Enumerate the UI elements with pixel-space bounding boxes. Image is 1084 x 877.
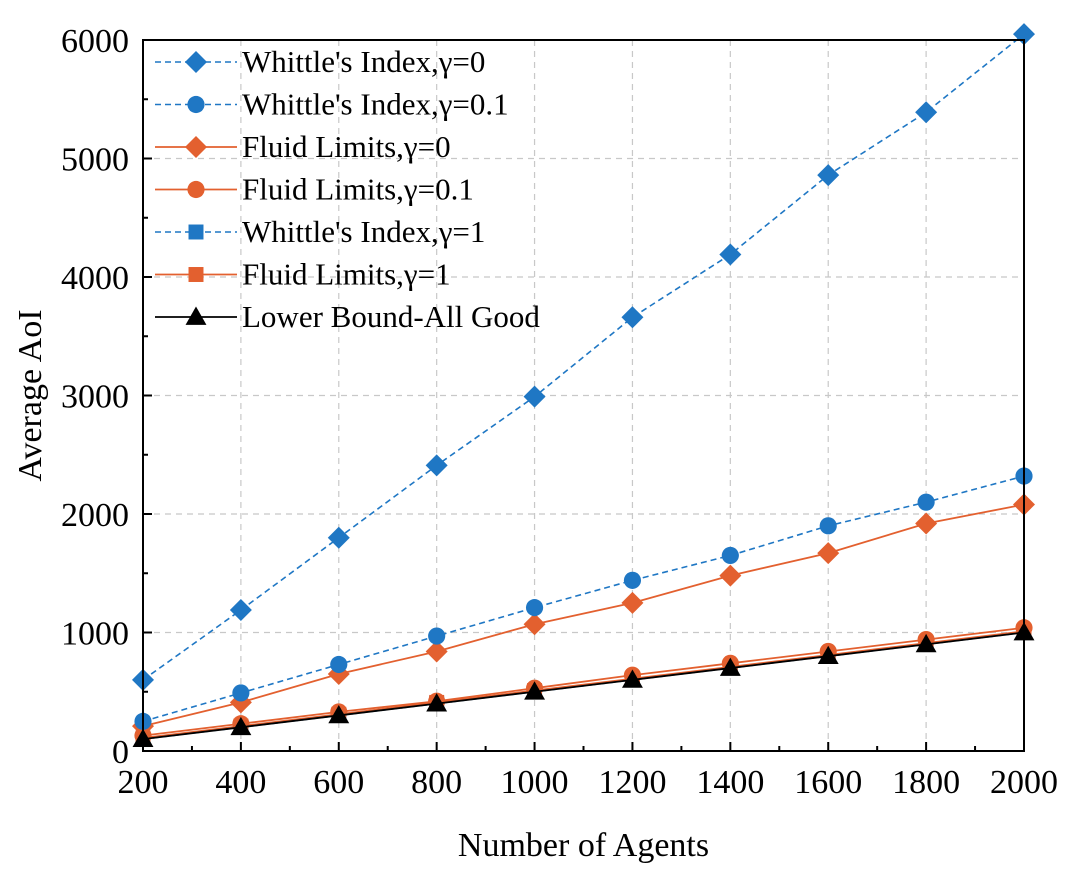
y-tick-label: 4000 [61,260,129,297]
legend-marker [185,306,207,325]
x-tick-label: 2000 [990,764,1058,801]
x-tick-label: 1400 [696,764,764,801]
data-point [621,591,644,614]
data-point [328,705,350,724]
data-point [621,669,643,688]
series-line [142,33,1025,681]
legend-label: Lower Bound-All Good [242,299,540,334]
legend-label: Fluid Limits,γ=0.1 [242,172,474,207]
legend-label: Whittle's Index,γ=0.1 [242,87,509,122]
data-point [915,101,938,124]
data-point [719,564,742,587]
data-point [327,526,350,549]
data-point [719,657,741,676]
y-axis-title: Average AoI [12,309,49,481]
legend-item: Whittle's Index,γ=0 [155,44,485,79]
series-2 [132,493,1035,738]
y-tick-label: 6000 [61,23,129,60]
series-line [142,630,1025,739]
legend-item: Lower Bound-All Good [155,299,540,334]
data-point [232,684,250,702]
data-point [819,517,837,535]
y-tick-label: 5000 [61,142,129,179]
y-tick-label: 1000 [61,616,129,653]
data-point [426,693,448,712]
data-point [229,598,252,621]
data-point [523,385,546,408]
legend-label: Whittle's Index,γ=1 [242,214,485,249]
data-point [915,633,937,653]
legend-marker [188,267,204,282]
series-line [142,631,1025,741]
legend-item: Fluid Limits,γ=0 [155,129,451,164]
x-tick-label: 400 [215,764,266,801]
x-tick-label: 1000 [501,764,569,801]
data-point [719,243,742,266]
data-point [230,716,252,736]
series-line [142,475,1025,723]
series-1 [134,467,1033,730]
data-point [817,645,839,665]
axes: 200 400 600 800 1000 1200 1400 1600 1800 2000 0 100… [61,23,1058,801]
x-tick-label: 1200 [598,764,666,801]
data-point [915,512,938,535]
legend-marker [188,224,204,240]
series-3 [134,619,1033,745]
series-0 [132,23,1035,691]
data-point [525,599,544,617]
x-tick-label: 600 [313,764,364,801]
data-point [330,655,348,674]
data-point [425,640,448,663]
series-line [142,503,1025,727]
legend-marker [185,51,207,73]
data-point [817,164,840,187]
data-point [817,542,840,565]
data-point [428,627,446,645]
legend-marker [187,95,205,114]
data-point [917,493,935,511]
data-point [523,613,546,636]
legend-marker [185,136,207,158]
legend-label: Fluid Limits,γ=0 [242,129,451,164]
legend: Whittle's Index,γ=0 Whittle's Index,γ=0.1… [155,44,540,334]
legend-item: Fluid Limits,γ=0.1 [155,172,474,207]
legend-item: Fluid Limits,γ=1 [155,257,451,292]
series-line [142,626,1025,737]
legend-item: Whittle's Index,γ=1 [155,214,485,249]
data-point [621,306,644,329]
legend-item: Whittle's Index,γ=0.1 [155,87,509,122]
legend-label: Fluid Limits,γ=1 [242,257,451,292]
x-tick-label: 200 [118,764,169,801]
y-tick-label: 3000 [61,379,129,416]
x-tick-label: 1600 [794,764,862,801]
data-point [721,546,739,565]
data-point [425,454,448,477]
legend-marker [187,180,205,199]
legend-label: Whittle's Index,γ=0 [242,44,485,79]
x-tick-label: 1800 [892,764,960,801]
x-axis-title: Number of Agents [458,827,709,864]
x-tick-label: 800 [411,764,462,801]
y-tick-label: 0 [112,734,129,771]
data-point [524,681,546,700]
data-point [623,571,642,589]
y-tick-label: 2000 [61,497,129,534]
